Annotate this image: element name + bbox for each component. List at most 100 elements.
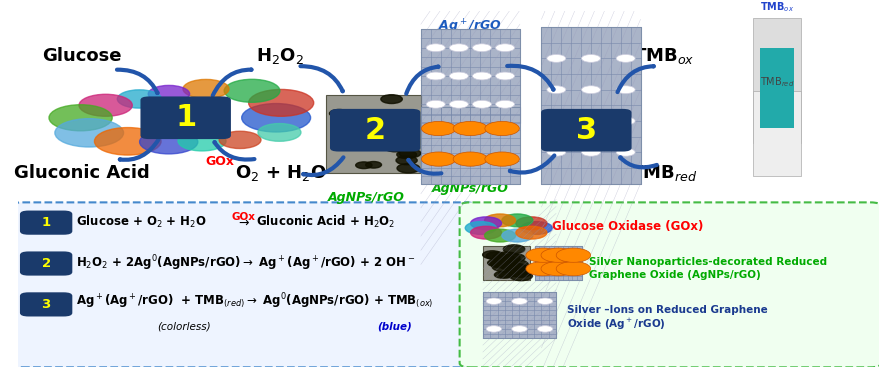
Circle shape [493, 252, 519, 263]
Text: Glucose Oxidase (GOx): Glucose Oxidase (GOx) [551, 220, 703, 233]
Text: TMB$_{red}$: TMB$_{red}$ [759, 75, 794, 89]
Circle shape [511, 326, 526, 332]
Text: Glucose: Glucose [43, 47, 122, 64]
Circle shape [486, 298, 501, 304]
Circle shape [581, 86, 600, 93]
Circle shape [360, 115, 386, 126]
Text: H$_2$O$_2$ + 2Ag$^0$(AgNPs/rGO)$\rightarrow$ Ag$^+$(Ag$^+$/rGO) + 2 OH$^-$: H$_2$O$_2$ + 2Ag$^0$(AgNPs/rGO)$\rightar… [76, 254, 415, 273]
Circle shape [482, 251, 501, 259]
Text: Silver Nanoparticles-decorated Reduced: Silver Nanoparticles-decorated Reduced [588, 257, 826, 267]
FancyBboxPatch shape [326, 95, 420, 173]
Circle shape [377, 134, 405, 146]
Circle shape [547, 86, 565, 93]
Circle shape [421, 152, 455, 166]
Circle shape [148, 85, 190, 103]
Circle shape [525, 248, 560, 262]
Circle shape [511, 298, 526, 304]
Circle shape [183, 79, 229, 98]
Circle shape [492, 261, 519, 272]
Circle shape [581, 54, 600, 62]
Circle shape [449, 100, 468, 108]
Circle shape [449, 44, 468, 52]
Circle shape [426, 72, 445, 80]
Text: $\rightarrow$: $\rightarrow$ [236, 216, 250, 229]
Circle shape [472, 100, 491, 108]
FancyBboxPatch shape [19, 292, 73, 316]
Circle shape [399, 149, 420, 158]
Text: AgNPs/rGO: AgNPs/rGO [328, 191, 405, 204]
Circle shape [547, 117, 565, 125]
Circle shape [486, 252, 505, 260]
Text: Oxide (Ag$^+$/rGO): Oxide (Ag$^+$/rGO) [567, 317, 665, 332]
Circle shape [397, 163, 419, 173]
FancyBboxPatch shape [534, 246, 581, 280]
Circle shape [356, 120, 377, 128]
FancyBboxPatch shape [459, 202, 880, 367]
Circle shape [117, 90, 161, 108]
Circle shape [224, 79, 280, 102]
Circle shape [499, 259, 528, 271]
Text: TMB$_{ox}$: TMB$_{ox}$ [759, 1, 793, 14]
Circle shape [94, 128, 161, 155]
Circle shape [547, 54, 565, 62]
Text: H$_2$O$_2$: H$_2$O$_2$ [256, 46, 304, 66]
Circle shape [426, 44, 445, 52]
Circle shape [504, 263, 526, 272]
Circle shape [472, 72, 491, 80]
Text: 3: 3 [42, 298, 51, 311]
Circle shape [248, 89, 314, 116]
Circle shape [501, 214, 532, 227]
Circle shape [494, 272, 510, 278]
FancyBboxPatch shape [12, 202, 476, 367]
Circle shape [581, 117, 600, 125]
Circle shape [139, 130, 198, 154]
Circle shape [485, 152, 518, 166]
Circle shape [449, 72, 468, 80]
Circle shape [346, 134, 364, 141]
Text: 1: 1 [175, 103, 196, 132]
Circle shape [521, 222, 552, 234]
Circle shape [510, 267, 530, 275]
Circle shape [501, 229, 532, 242]
Circle shape [485, 121, 518, 136]
Circle shape [421, 121, 455, 136]
Circle shape [453, 152, 487, 166]
Circle shape [486, 326, 501, 332]
Circle shape [464, 222, 495, 234]
Text: Ag$^+$/rGO: Ag$^+$/rGO [438, 18, 501, 36]
Text: (colorless): (colorless) [157, 322, 211, 332]
Circle shape [395, 156, 416, 165]
Circle shape [453, 121, 487, 136]
Text: 2: 2 [42, 257, 51, 270]
Circle shape [616, 117, 634, 125]
Text: Silver –Ions on Reduced Graphene: Silver –Ions on Reduced Graphene [567, 305, 767, 315]
FancyBboxPatch shape [482, 292, 556, 338]
Circle shape [484, 214, 515, 227]
Text: Gluconic Acid + H$_2$O$_2$: Gluconic Acid + H$_2$O$_2$ [252, 214, 395, 230]
Circle shape [509, 269, 531, 277]
Text: Graphene Oxide (AgNPs/rGO): Graphene Oxide (AgNPs/rGO) [588, 270, 759, 280]
FancyBboxPatch shape [19, 251, 73, 276]
Text: GOx: GOx [231, 212, 255, 222]
Circle shape [55, 118, 123, 147]
Circle shape [49, 105, 113, 131]
Circle shape [495, 72, 514, 80]
Circle shape [510, 266, 532, 275]
FancyBboxPatch shape [140, 96, 230, 139]
FancyBboxPatch shape [330, 109, 420, 152]
Circle shape [426, 100, 445, 108]
Text: GOx: GOx [206, 155, 235, 168]
FancyBboxPatch shape [752, 18, 800, 143]
Circle shape [338, 112, 357, 120]
FancyBboxPatch shape [19, 210, 73, 235]
Text: Ag$^+$(Ag$^+$/rGO)  + TMB$_{(red)}$$\rightarrow$ Ag$^0$(AgNPs/rGO) + TMB$_{(ox)}: Ag$^+$(Ag$^+$/rGO) + TMB$_{(red)}$$\righ… [76, 292, 433, 311]
Circle shape [495, 100, 514, 108]
Circle shape [490, 260, 508, 268]
Circle shape [396, 151, 416, 159]
FancyBboxPatch shape [540, 27, 640, 184]
Circle shape [502, 245, 525, 254]
Circle shape [504, 254, 525, 262]
Circle shape [219, 131, 260, 149]
Circle shape [487, 259, 505, 266]
FancyBboxPatch shape [482, 246, 530, 280]
